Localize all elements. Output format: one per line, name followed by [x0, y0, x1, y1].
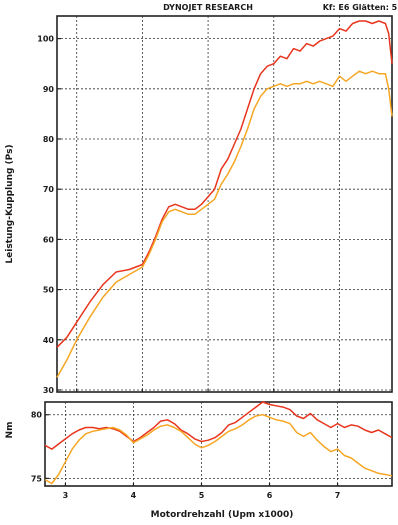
y-tick-label: 40 — [43, 336, 55, 345]
y-tick-label: 80 — [31, 411, 43, 420]
y-axis-label: Leistung-Kupplung (Ps) — [5, 144, 15, 263]
y-tick-label: 90 — [43, 85, 55, 94]
power-panel: 30 40 50 60 70 80 90 100 Leistung-Kupplung (Ps) — [5, 16, 392, 395]
x-tick-label: 4 — [131, 491, 137, 500]
x-tick-label: 7 — [335, 491, 341, 500]
x-axis-label: Motordrehzahl (Upm x1000) — [151, 510, 294, 520]
y-tick-label: 50 — [43, 286, 55, 295]
company-label: DYNOJET RESEARCH — [163, 3, 253, 12]
header-info-label: Kf: E6 Glätten: 5 — [323, 3, 398, 12]
x-tick-label: 6 — [267, 491, 273, 500]
x-tick-label: 3 — [63, 491, 69, 500]
torque-panel: 75 80 Nm 3 4 5 6 7 Motordrehzahl (Upm x1000) — [5, 402, 392, 520]
y-tick-label: 30 — [43, 386, 55, 395]
y-tick-label: 100 — [37, 35, 54, 44]
y-tick-label: 80 — [43, 135, 55, 144]
plot-frame — [57, 16, 392, 392]
y-tick-label: 70 — [43, 185, 55, 194]
chart-header: DYNOJET RESEARCH Kf: E6 Glätten: 5 — [163, 3, 398, 12]
x-tick-label: 5 — [199, 491, 205, 500]
y-axis-label: Nm — [5, 422, 15, 439]
y-tick-label: 60 — [43, 235, 55, 244]
y-tick-label: 75 — [31, 474, 43, 483]
